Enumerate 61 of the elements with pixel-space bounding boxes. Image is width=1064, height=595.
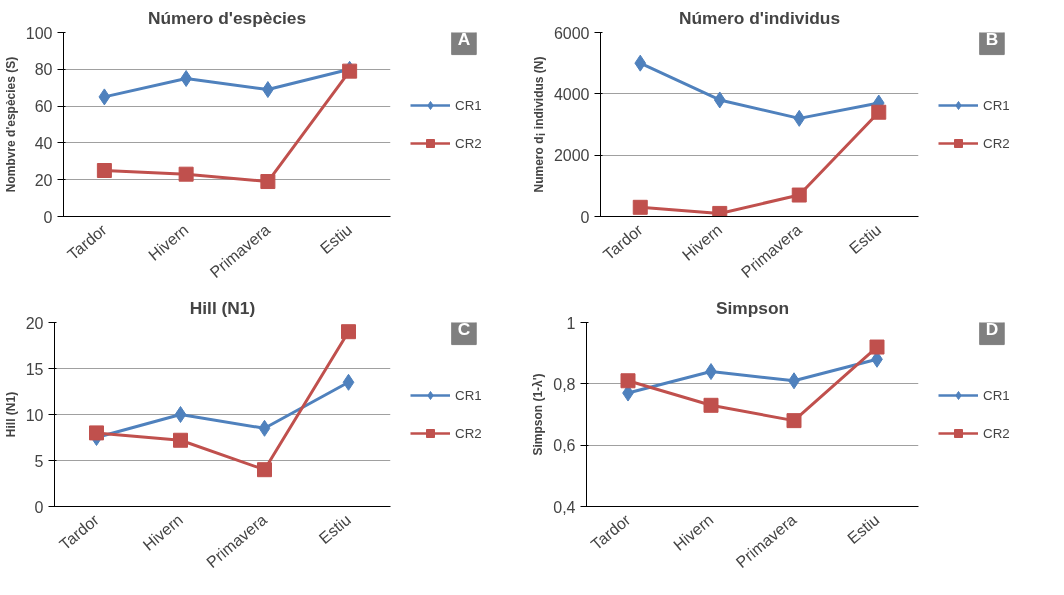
point: [98, 88, 111, 106]
y-axis-title: Nombvre d'espècies (S): [3, 56, 18, 193]
y-tick-label: 0: [43, 208, 53, 226]
y-tick-label: 0: [34, 498, 44, 516]
y-tick-label: 1: [566, 314, 576, 332]
y-tick-label: 6000: [553, 24, 590, 42]
point: [260, 174, 276, 190]
point: [341, 324, 356, 340]
y-axis-title: Numero d¡ individus (N): [531, 56, 546, 193]
text: B: [985, 28, 999, 49]
y-tick-label: 60: [34, 98, 53, 116]
y-tick-label: 40: [34, 134, 53, 152]
y-tick-label: 15: [25, 360, 44, 378]
chart-title: Número d'espècies: [147, 7, 307, 28]
point: [632, 199, 648, 215]
point: [793, 109, 806, 127]
y-axis-title: Simpson (1-λ'): [531, 373, 546, 456]
y-tick-label: 2000: [553, 147, 590, 165]
point: [869, 339, 885, 355]
point: [89, 425, 104, 441]
point: [786, 413, 802, 429]
legend-label: CR2: [455, 135, 482, 151]
y-tick-label: 100: [25, 24, 53, 42]
text: D: [985, 318, 999, 339]
point: [178, 166, 194, 182]
y-tick-label: 0: [580, 208, 590, 226]
legend-label: CR1: [983, 387, 1010, 403]
point: [174, 406, 187, 423]
point: [620, 373, 636, 389]
legend-label: CR1: [983, 97, 1010, 113]
y-tick-label: 80: [34, 61, 53, 79]
legend-label: CR1: [455, 97, 482, 113]
point: [791, 187, 807, 203]
point: [703, 397, 719, 413]
y-tick-label: 20: [34, 171, 53, 189]
y-tick-label: 5: [34, 452, 44, 470]
chart-title: Hill (N1): [189, 297, 256, 318]
y-axis-title: Hill (N1): [3, 391, 18, 438]
legend-label: CR2: [983, 135, 1010, 151]
chart-title: Número d'individus: [678, 7, 841, 28]
point: [96, 163, 112, 178]
legend-label: CR2: [983, 425, 1010, 441]
chart-title: Simpson: [715, 297, 790, 318]
y-tick-label: 0,8: [553, 375, 576, 393]
y-tick-label: 10: [25, 406, 44, 424]
point: [258, 419, 271, 437]
point: [173, 432, 188, 448]
point: [342, 373, 355, 391]
legend-label: CR2: [455, 425, 482, 441]
point: [257, 462, 272, 478]
y-tick-label: 0,6: [553, 437, 576, 455]
point: [871, 104, 887, 120]
point: [634, 54, 647, 72]
point: [713, 91, 726, 109]
text: C: [457, 318, 471, 339]
y-tick-label: 20: [25, 314, 44, 332]
y-tick-label: 4000: [553, 85, 590, 103]
legend-label: CR1: [455, 387, 482, 403]
y-tick-label: 0,4: [553, 498, 576, 516]
text: A: [457, 28, 471, 49]
point: [180, 70, 192, 87]
